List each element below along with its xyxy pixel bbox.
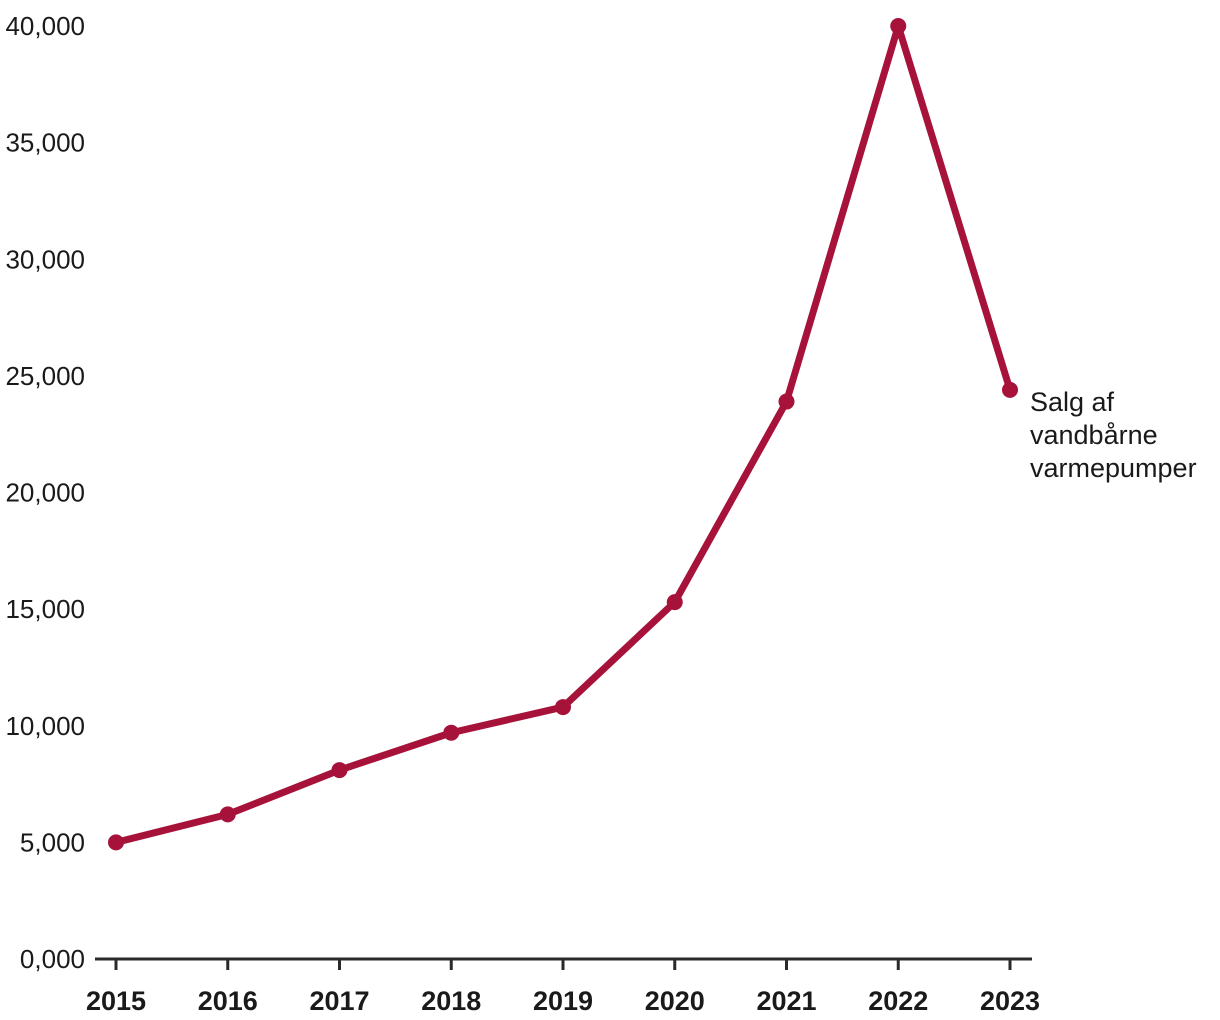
series-label-line: vandbårne bbox=[1030, 420, 1158, 450]
data-point bbox=[219, 806, 236, 823]
y-axis-tick-label: 0,000 bbox=[20, 944, 85, 974]
x-axis-tick-label: 2018 bbox=[421, 986, 481, 1016]
x-axis-tick-label: 2023 bbox=[980, 986, 1040, 1016]
series-line bbox=[112, 22, 1014, 846]
data-point bbox=[666, 594, 683, 611]
data-point bbox=[331, 762, 348, 779]
y-axis-tick-label: 35,000 bbox=[5, 128, 85, 158]
data-point bbox=[443, 724, 460, 741]
x-axis-tick-label: 2015 bbox=[86, 986, 146, 1016]
data-point bbox=[778, 393, 795, 410]
y-axis-tick-label: 25,000 bbox=[5, 361, 85, 391]
x-axis-tick-label: 2021 bbox=[756, 986, 816, 1016]
series-label-line: varmepumper bbox=[1030, 453, 1197, 483]
x-axis-tick-label: 2022 bbox=[868, 986, 928, 1016]
y-axis-tick-label: 40,000 bbox=[5, 11, 85, 41]
data-point bbox=[890, 18, 907, 34]
x-axis-tick-label: 2016 bbox=[198, 986, 258, 1016]
y-axis-tick-label: 5,000 bbox=[20, 827, 85, 857]
y-axis-tick-label: 30,000 bbox=[5, 244, 85, 274]
data-point bbox=[555, 699, 571, 716]
series-label-line: Salg af bbox=[1030, 387, 1115, 417]
x-axis-tick-label: 2019 bbox=[533, 986, 593, 1016]
y-axis-tick-label: 10,000 bbox=[5, 711, 85, 741]
data-point bbox=[108, 834, 124, 851]
y-axis-tick-label: 20,000 bbox=[5, 478, 85, 508]
data-point bbox=[1002, 381, 1018, 398]
x-axis-tick-label: 2020 bbox=[645, 986, 705, 1016]
x-axis-tick-label: 2017 bbox=[309, 986, 369, 1016]
y-axis-tick-label: 15,000 bbox=[5, 594, 85, 624]
